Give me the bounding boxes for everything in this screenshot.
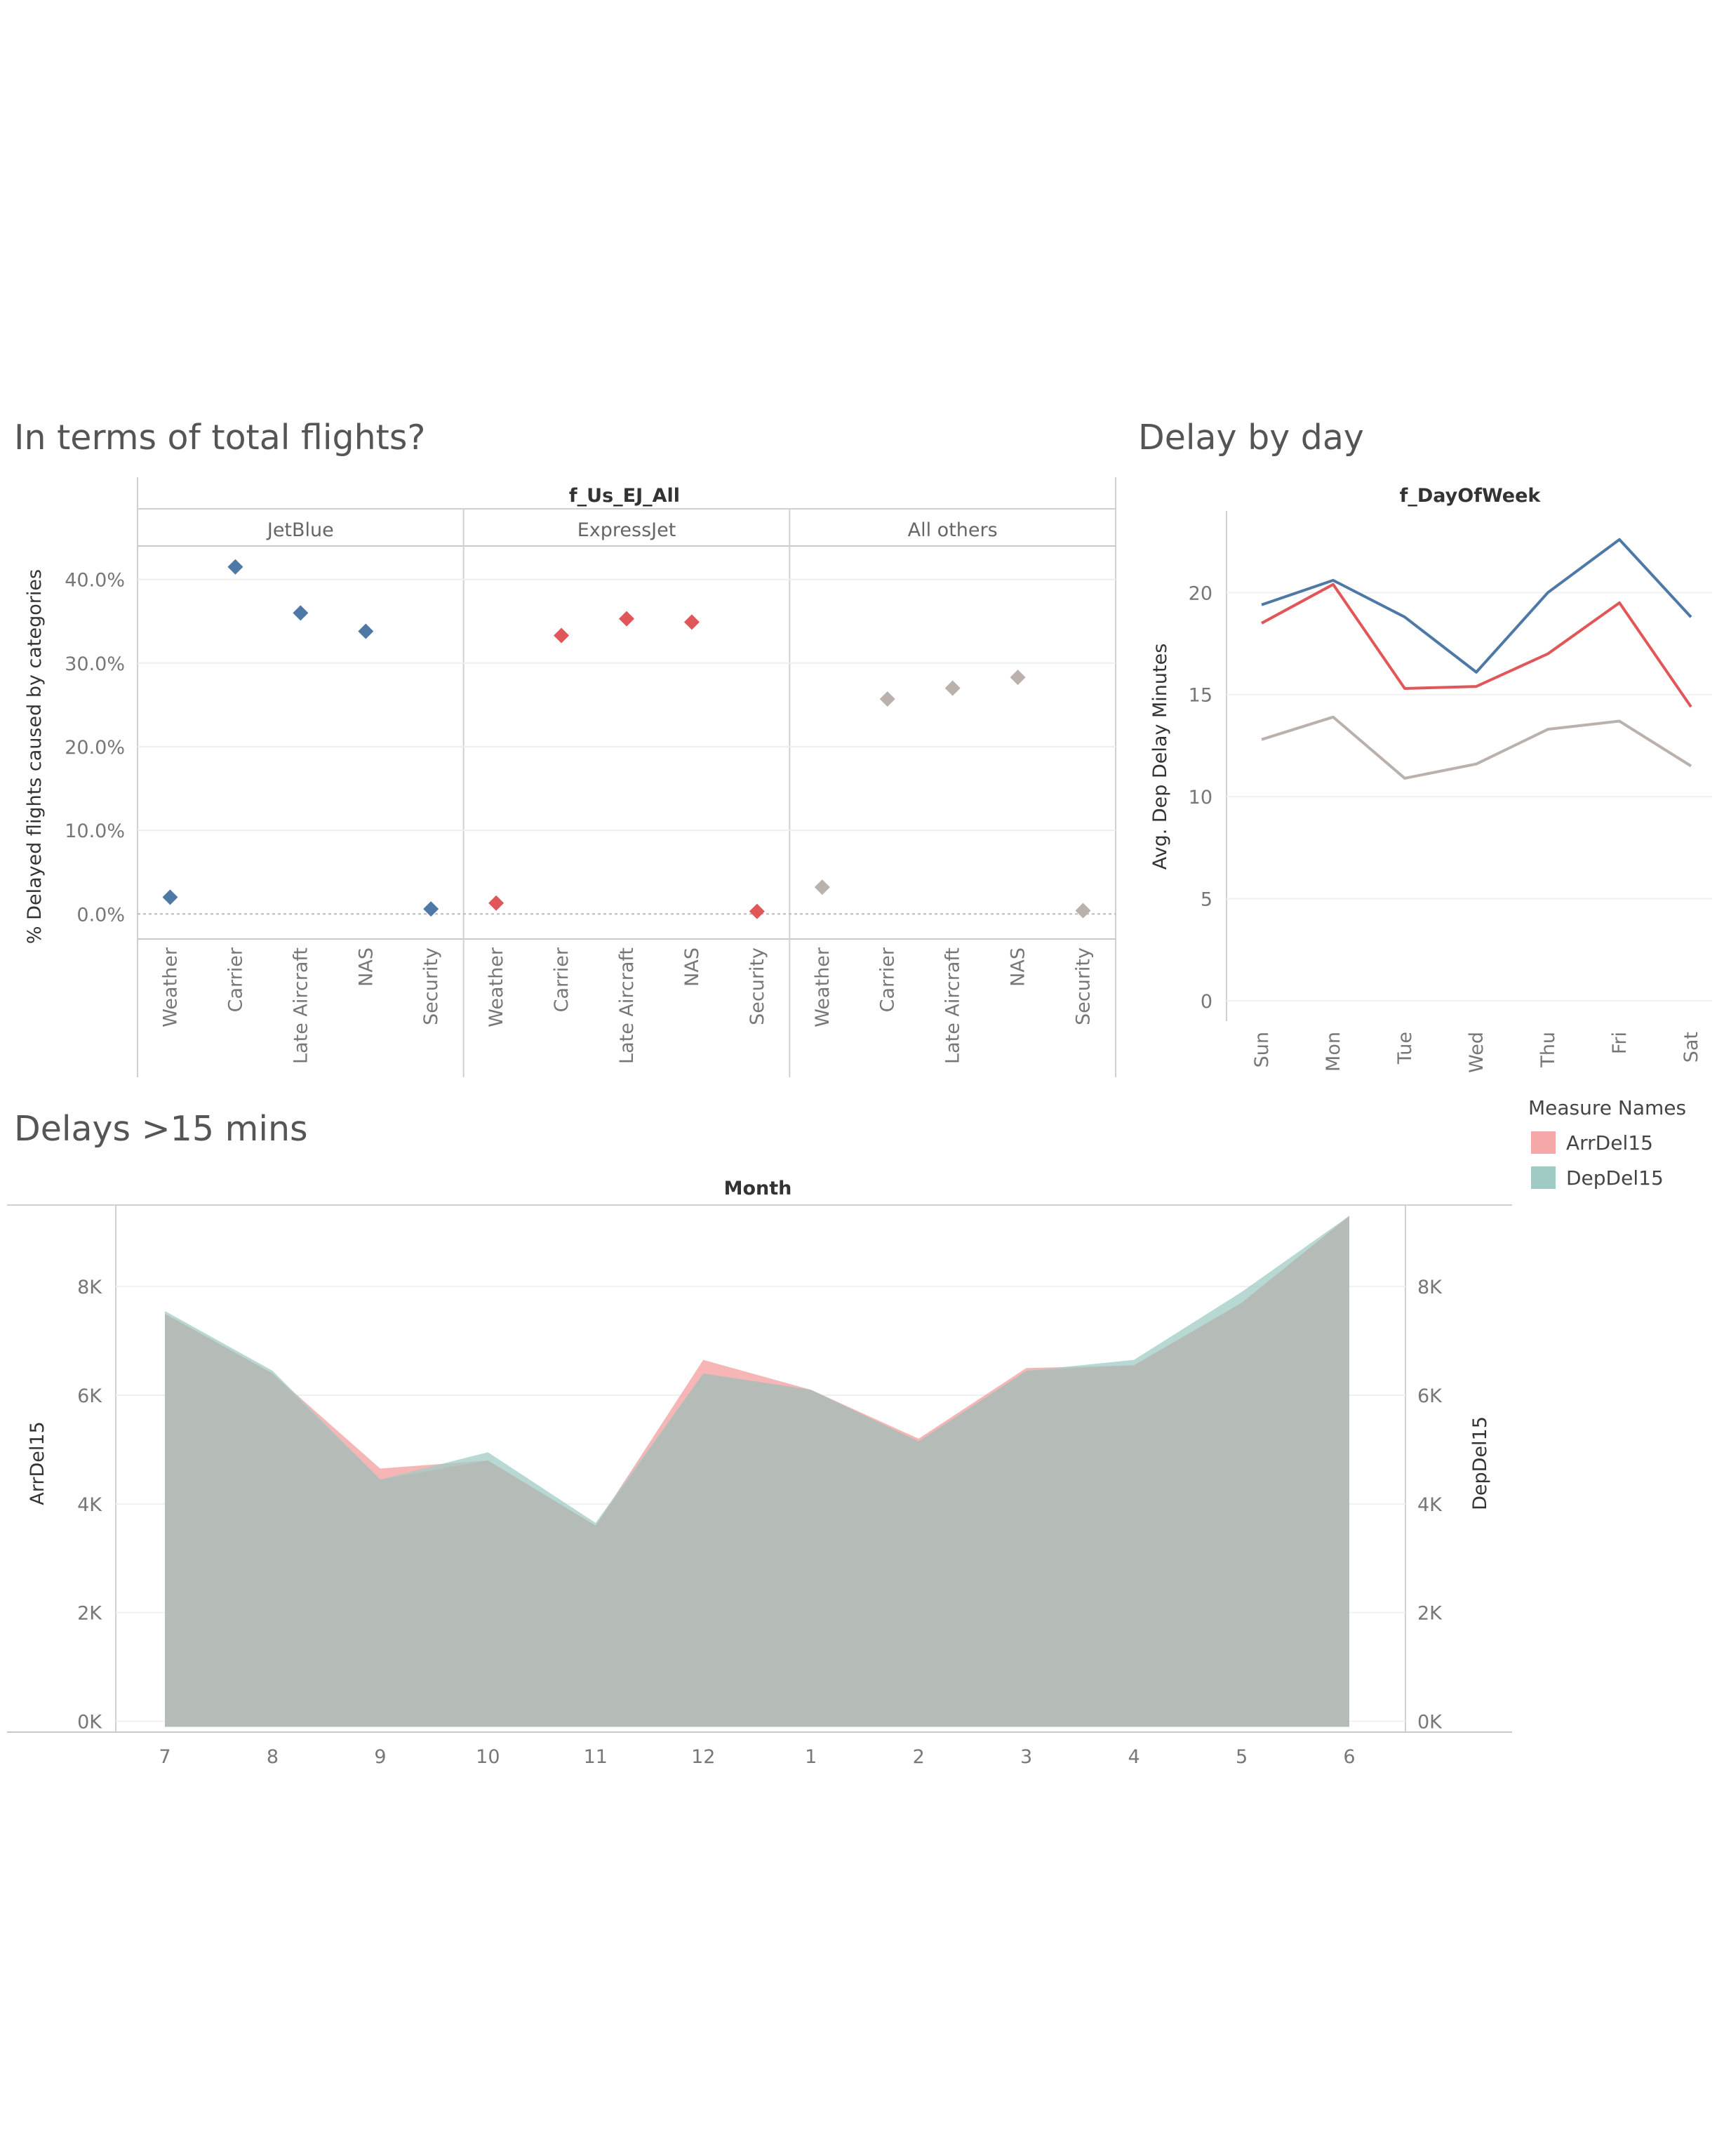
scatter-point-all-others-late-aircraft bbox=[944, 680, 961, 696]
line-series-0 bbox=[1261, 538, 1692, 674]
scatter-point-all-others-nas bbox=[1010, 670, 1026, 686]
chart1-x-tick-label: Security bbox=[420, 947, 442, 1025]
chart3-right-tick-label: 8K bbox=[1417, 1277, 1443, 1298]
scatter-point-jetblue-late-aircraft bbox=[293, 605, 309, 621]
chart1-x-tick-label: NAS bbox=[681, 947, 703, 987]
legend-swatch-depdel15 bbox=[1531, 1166, 1556, 1189]
chart3-x-tick-label: 3 bbox=[1020, 1746, 1032, 1768]
scatter-point-jetblue-weather bbox=[162, 889, 178, 905]
chart3-left-tick-label: 8K bbox=[77, 1277, 102, 1298]
chart3-column-header: Month bbox=[724, 1178, 792, 1199]
chart2-x-tick-label: Sun bbox=[1251, 1032, 1273, 1067]
scatter-point-all-others-security bbox=[1075, 903, 1091, 919]
chart2-column-header: f_DayOfWeek bbox=[1400, 485, 1542, 507]
chart1-x-tick-label: NAS bbox=[355, 947, 377, 987]
scatter-point-expressjet-weather bbox=[488, 895, 504, 911]
panel-header-expressjet: ExpressJet bbox=[577, 519, 676, 541]
scatter-point-jetblue-security bbox=[423, 901, 439, 917]
chart2-x-tick-label: Tue bbox=[1394, 1032, 1416, 1065]
chart1-y-tick-label: 10.0% bbox=[65, 820, 125, 842]
chart2-title: Delay by day bbox=[1138, 418, 1364, 458]
chart3-x-tick-label: 12 bbox=[691, 1746, 715, 1768]
chart1-x-tick-label: Weather bbox=[486, 947, 507, 1027]
chart2-y-tick-label: 5 bbox=[1201, 889, 1212, 911]
chart1-x-tick-label: Weather bbox=[159, 947, 181, 1027]
chart3-right-tick-label: 2K bbox=[1417, 1603, 1443, 1625]
chart3-left-tick-label: 0K bbox=[77, 1712, 102, 1734]
chart1-y-tick-label: 40.0% bbox=[65, 570, 125, 592]
chart3-left-axis-label: ArrDel15 bbox=[27, 1421, 48, 1505]
area-overlap bbox=[165, 1216, 1349, 1727]
chart2-x-tick-label: Wed bbox=[1466, 1032, 1488, 1073]
chart1-x-tick-label: Carrier bbox=[225, 947, 246, 1012]
chart3-x-tick-label: 2 bbox=[913, 1746, 925, 1768]
chart1-x-tick-label: Security bbox=[747, 947, 768, 1025]
chart3-right-axis-label: DepDel15 bbox=[1469, 1416, 1491, 1510]
chart3-x-tick-label: 8 bbox=[267, 1746, 279, 1768]
chart2-y-tick-label: 20 bbox=[1189, 583, 1212, 604]
line-series-1 bbox=[1261, 583, 1692, 708]
chart1-x-tick-label: NAS bbox=[1008, 947, 1029, 987]
chart3-x-tick-label: 1 bbox=[805, 1746, 817, 1768]
scatter-point-jetblue-nas bbox=[358, 623, 374, 639]
line-chart: f_DayOfWeek Avg. Dep Delay Minutes 0 5 10 1… bbox=[1149, 485, 1712, 1073]
chart3-x-tick-label: 4 bbox=[1128, 1746, 1140, 1768]
chart3-x-tick-label: 10 bbox=[476, 1746, 500, 1768]
chart1-x-tick-label: Late Aircraft bbox=[942, 947, 964, 1064]
chart3-right-tick-label: 0K bbox=[1417, 1712, 1443, 1734]
chart1-y-tick-label: 30.0% bbox=[65, 653, 125, 675]
scatter-point-jetblue-carrier bbox=[227, 559, 243, 575]
scatter-point-expressjet-late-aircraft bbox=[619, 611, 634, 627]
area-chart: Month ArrDel15 DepDel15 0K 0K 2K 2K 4K 4K 6K 6K… bbox=[7, 1178, 1512, 1768]
chart1-x-tick-label: Carrier bbox=[551, 947, 573, 1012]
chart1-x-tick-label: Security bbox=[1073, 947, 1095, 1025]
chart1-x-tick-label: Late Aircraft bbox=[616, 947, 638, 1064]
chart2-y-tick-label: 15 bbox=[1189, 685, 1212, 707]
chart2-x-tick-label: Mon bbox=[1323, 1032, 1344, 1072]
chart2-x-tick-label: Fri bbox=[1609, 1032, 1631, 1054]
chart3-x-tick-label: 6 bbox=[1343, 1746, 1355, 1768]
chart3-x-tick-label: 9 bbox=[374, 1746, 386, 1768]
chart3-x-tick-label: 7 bbox=[159, 1746, 171, 1768]
chart3-right-tick-label: 4K bbox=[1417, 1494, 1443, 1516]
scatter-chart: f_Us_EJ_All % Delayed flights caused by … bbox=[24, 477, 1116, 1077]
chart3-left-tick-label: 2K bbox=[77, 1603, 102, 1625]
chart2-y-tick-label: 10 bbox=[1189, 787, 1212, 808]
chart3-left-tick-label: 4K bbox=[77, 1494, 102, 1516]
chart3-x-tick-label: 5 bbox=[1236, 1746, 1248, 1768]
legend-swatch-arrdel15 bbox=[1531, 1131, 1556, 1154]
chart1-y-tick-label: 0.0% bbox=[76, 904, 125, 926]
chart2-y-axis-label: Avg. Dep Delay Minutes bbox=[1149, 644, 1171, 870]
chart1-column-header: f_Us_EJ_All bbox=[569, 485, 680, 507]
scatter-point-all-others-weather bbox=[814, 879, 830, 896]
chart1-y-axis-label: % Delayed flights caused by categories bbox=[24, 569, 46, 944]
chart1-x-tick-label: Carrier bbox=[877, 947, 899, 1012]
chart2-y-tick-label: 0 bbox=[1201, 991, 1212, 1013]
chart3-left-tick-label: 6K bbox=[77, 1385, 102, 1407]
legend-title: Measure Names bbox=[1528, 1096, 1686, 1119]
chart3-right-tick-label: 6K bbox=[1417, 1385, 1443, 1407]
chart1-title: In terms of total flights? bbox=[14, 418, 425, 458]
chart3-title: Delays >15 mins bbox=[14, 1109, 308, 1149]
scatter-point-expressjet-carrier bbox=[554, 627, 570, 644]
legend: Measure Names ArrDel15 DepDel15 bbox=[1528, 1096, 1686, 1190]
chart1-x-tick-label: Late Aircraft bbox=[290, 947, 312, 1064]
chart1-y-tick-label: 20.0% bbox=[65, 737, 125, 759]
chart2-x-tick-label: Sat bbox=[1680, 1032, 1702, 1063]
legend-label-depdel15[interactable]: DepDel15 bbox=[1566, 1166, 1664, 1190]
panel-header-all-others: All others bbox=[908, 519, 998, 541]
chart3-x-tick-label: 11 bbox=[584, 1746, 608, 1768]
chart1-x-tick-label: Weather bbox=[812, 947, 834, 1027]
chart2-x-tick-label: Thu bbox=[1537, 1032, 1559, 1068]
legend-label-arrdel15[interactable]: ArrDel15 bbox=[1566, 1131, 1653, 1154]
panel-header-jetblue: JetBlue bbox=[266, 519, 334, 541]
scatter-point-expressjet-nas bbox=[683, 614, 700, 630]
scatter-point-all-others-carrier bbox=[879, 691, 895, 707]
scatter-point-expressjet-security bbox=[749, 903, 765, 919]
line-series-2 bbox=[1261, 715, 1692, 780]
